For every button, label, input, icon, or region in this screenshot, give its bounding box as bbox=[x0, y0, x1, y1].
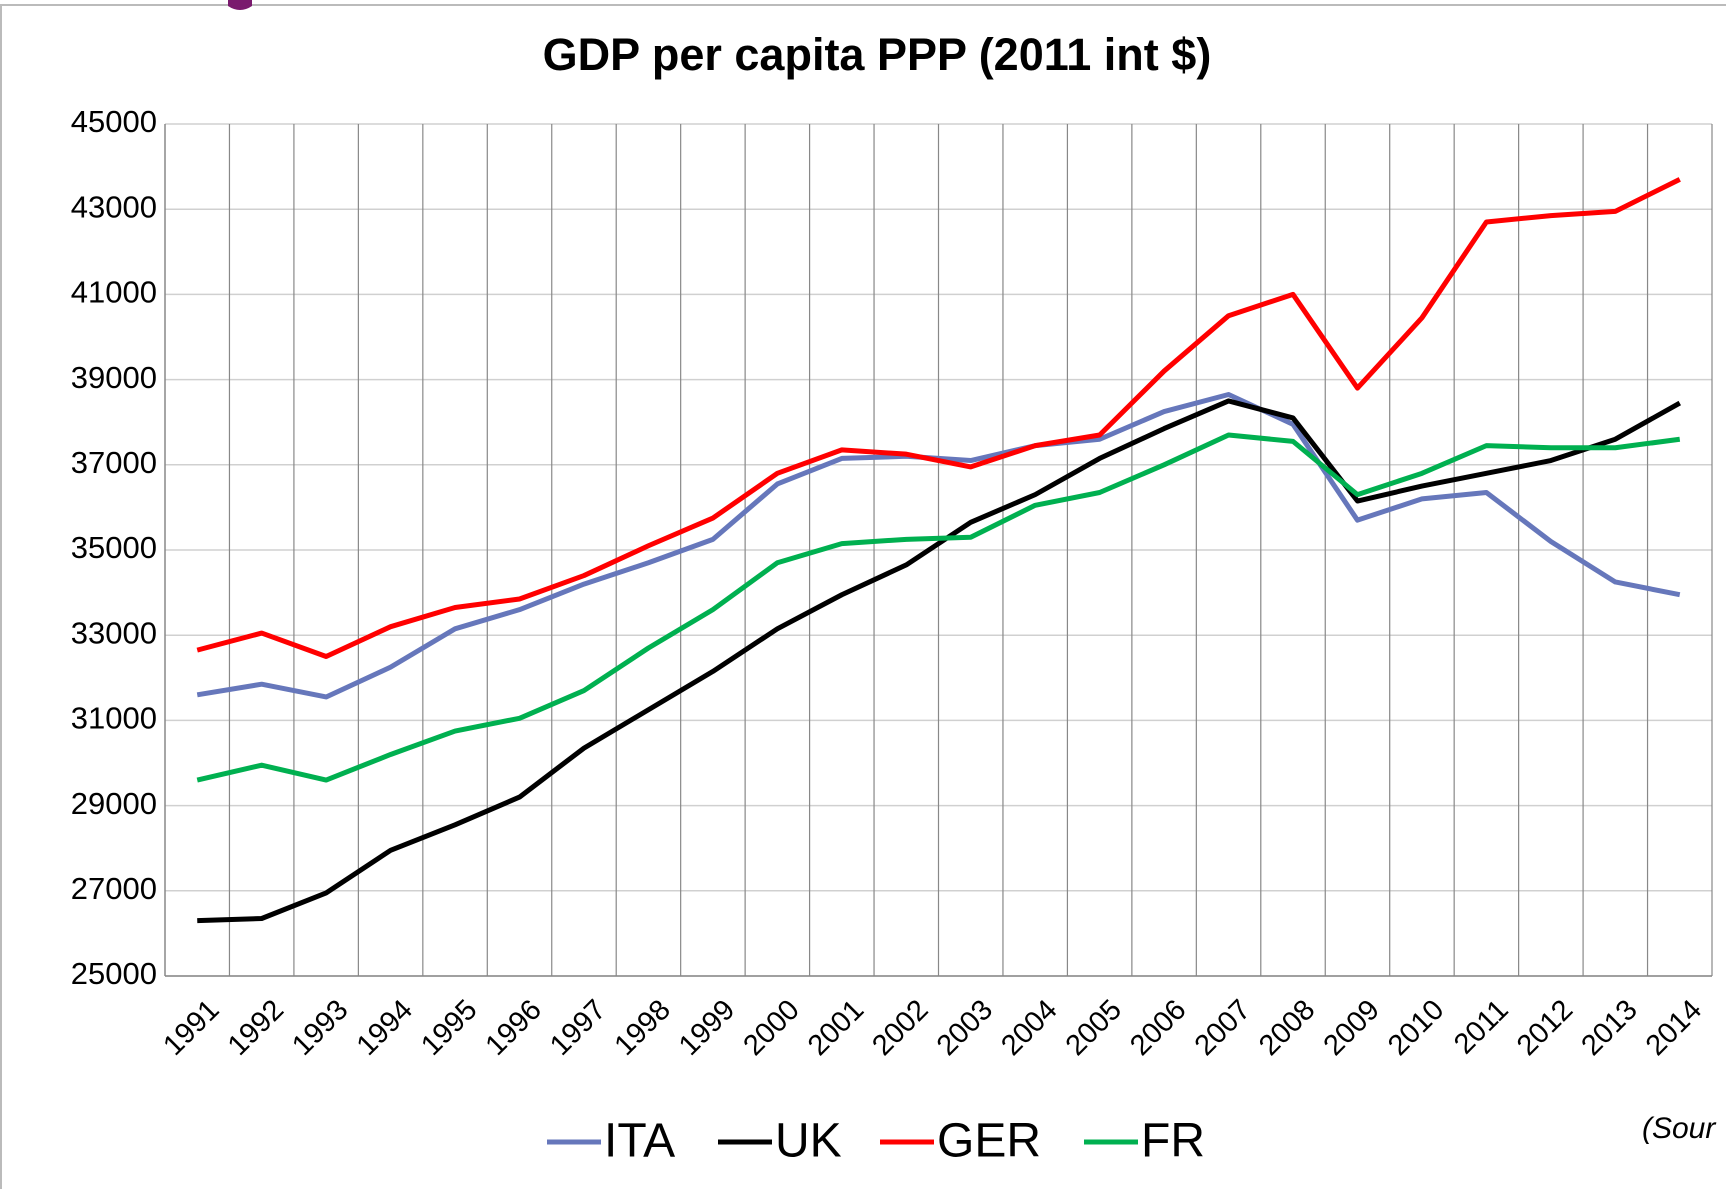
annotation: (Sour bbox=[1642, 1112, 1716, 1145]
x-tick-label: 2008 bbox=[1253, 994, 1321, 1062]
y-tick-label: 31000 bbox=[71, 701, 157, 736]
x-tick-label: 2007 bbox=[1189, 994, 1257, 1062]
legend-label: ITA bbox=[604, 1115, 675, 1168]
x-tick-label: 1999 bbox=[673, 994, 741, 1062]
x-tick-label: 2012 bbox=[1511, 994, 1579, 1062]
series-line bbox=[197, 398, 1681, 924]
y-tick-label: 41000 bbox=[71, 275, 157, 310]
x-tick-label: 2009 bbox=[1318, 994, 1386, 1062]
chart-title: GDP per capita PPP (2011 int $) bbox=[543, 29, 1212, 80]
y-tick-label: 25000 bbox=[71, 956, 157, 991]
x-tick-label: 1997 bbox=[544, 994, 612, 1062]
x-tick-label: 1993 bbox=[286, 994, 354, 1062]
y-tick-label: 35000 bbox=[71, 530, 157, 565]
x-tick-label: 2002 bbox=[866, 994, 934, 1062]
x-tick-label: 1998 bbox=[609, 994, 677, 1062]
y-tick-label: 37000 bbox=[71, 445, 157, 480]
x-tick-label: 2010 bbox=[1382, 994, 1450, 1062]
y-tick-label: 39000 bbox=[71, 360, 157, 395]
x-tick-label: 2013 bbox=[1575, 994, 1643, 1062]
x-tick-label: 2001 bbox=[802, 994, 870, 1062]
logo-fragment bbox=[228, 0, 252, 10]
x-tick-label: 2004 bbox=[995, 994, 1063, 1062]
y-tick-label: 27000 bbox=[71, 871, 157, 906]
x-tick-label: 1991 bbox=[157, 994, 225, 1062]
x-tick-label: 2006 bbox=[1124, 994, 1192, 1062]
legend-label: GER bbox=[937, 1115, 1041, 1168]
y-tick-label: 29000 bbox=[71, 786, 157, 821]
frame bbox=[0, 4, 1726, 1189]
x-tick-label: 1992 bbox=[222, 994, 290, 1062]
y-tick-label: 45000 bbox=[71, 104, 157, 139]
series-line bbox=[196, 432, 1681, 783]
y-tick-label: 33000 bbox=[71, 615, 157, 650]
x-tick-label: 2003 bbox=[931, 994, 999, 1062]
legend-label: UK bbox=[775, 1115, 842, 1168]
x-tick-label: 2000 bbox=[737, 994, 805, 1062]
legend-label: FR bbox=[1141, 1115, 1205, 1168]
x-tick-label: 2011 bbox=[1448, 994, 1515, 1061]
y-tick-label: 43000 bbox=[71, 189, 157, 224]
series-line bbox=[196, 177, 1681, 659]
x-tick-label: 1996 bbox=[480, 994, 548, 1062]
x-tick-label: 2005 bbox=[1060, 994, 1128, 1062]
x-tick-label: 1994 bbox=[351, 994, 419, 1062]
x-tick-label: 1995 bbox=[415, 994, 483, 1062]
x-tick-label: 2014 bbox=[1640, 994, 1708, 1062]
